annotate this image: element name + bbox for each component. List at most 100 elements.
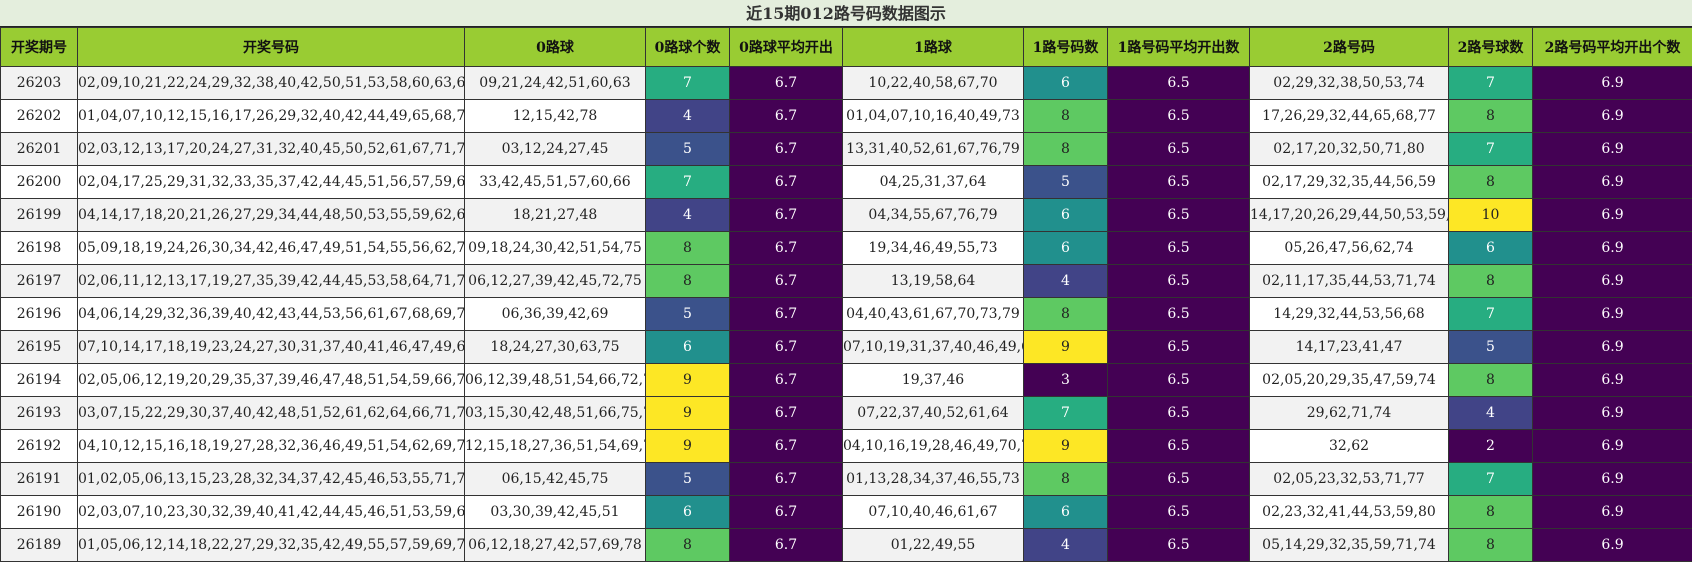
header-route1-avg: 1路号码平均开出数 — [1108, 28, 1250, 67]
cell-route2-balls: 14,17,23,41,47 — [1250, 331, 1449, 364]
cell-route1-balls: 01,13,28,34,37,46,55,73 — [843, 463, 1024, 496]
cell-period: 26197 — [1, 265, 78, 298]
cell-route0-balls: 06,15,42,45,75 — [465, 463, 646, 496]
cell-route0-avg: 6.7 — [730, 397, 843, 430]
cell-route1-count: 8 — [1024, 298, 1108, 331]
cell-route1-avg: 6.5 — [1108, 199, 1250, 232]
cell-route1-balls: 13,31,40,52,61,67,76,79 — [843, 133, 1024, 166]
cell-route1-avg: 6.5 — [1108, 298, 1250, 331]
cell-numbers: 05,09,18,19,24,26,30,34,42,46,47,49,51,5… — [78, 232, 465, 265]
cell-route2-balls: 32,62 — [1250, 430, 1449, 463]
cell-route2-count: 4 — [1449, 397, 1533, 430]
header-period: 开奖期号 — [1, 28, 78, 67]
cell-route2-avg: 6.9 — [1533, 430, 1692, 463]
cell-route0-count: 9 — [646, 430, 730, 463]
cell-route0-avg: 6.7 — [730, 166, 843, 199]
cell-route2-balls: 02,17,20,32,50,71,80 — [1250, 133, 1449, 166]
cell-route2-avg: 6.9 — [1533, 397, 1692, 430]
cell-route1-balls: 04,25,31,37,64 — [843, 166, 1024, 199]
cell-numbers: 04,14,17,18,20,21,26,27,29,34,44,48,50,5… — [78, 199, 465, 232]
cell-route1-balls: 10,22,40,58,67,70 — [843, 67, 1024, 100]
cell-route0-balls: 03,12,24,27,45 — [465, 133, 646, 166]
cell-route0-avg: 6.7 — [730, 430, 843, 463]
cell-route0-balls: 18,24,27,30,63,75 — [465, 331, 646, 364]
cell-route0-balls: 06,12,39,48,51,54,66,72,78 — [465, 364, 646, 397]
cell-route1-balls: 19,34,46,49,55,73 — [843, 232, 1024, 265]
cell-period: 26193 — [1, 397, 78, 430]
cell-route0-avg: 6.7 — [730, 463, 843, 496]
cell-period: 26195 — [1, 331, 78, 364]
cell-route2-balls: 02,11,17,35,44,53,71,74 — [1250, 265, 1449, 298]
cell-route1-avg: 6.5 — [1108, 265, 1250, 298]
cell-route2-balls: 17,26,29,32,44,65,68,77 — [1250, 100, 1449, 133]
cell-route1-count: 7 — [1024, 397, 1108, 430]
cell-numbers: 01,04,07,10,12,15,16,17,26,29,32,40,42,4… — [78, 100, 465, 133]
cell-route2-balls: 02,05,20,29,35,47,59,74 — [1250, 364, 1449, 397]
cell-route1-count: 6 — [1024, 67, 1108, 100]
cell-route1-balls: 04,34,55,67,76,79 — [843, 199, 1024, 232]
cell-route1-avg: 6.5 — [1108, 133, 1250, 166]
cell-route0-balls: 18,21,27,48 — [465, 199, 646, 232]
cell-route2-count: 8 — [1449, 166, 1533, 199]
cell-route2-count: 7 — [1449, 463, 1533, 496]
cell-route1-count: 5 — [1024, 166, 1108, 199]
cell-route2-balls: 05,26,47,56,62,74 — [1250, 232, 1449, 265]
cell-period: 26202 — [1, 100, 78, 133]
cell-route2-balls: 29,62,71,74 — [1250, 397, 1449, 430]
cell-route2-avg: 6.9 — [1533, 166, 1692, 199]
cell-route0-balls: 33,42,45,51,57,60,66 — [465, 166, 646, 199]
cell-route1-balls: 07,10,19,31,37,40,46,49,64 — [843, 331, 1024, 364]
cell-route2-avg: 6.9 — [1533, 67, 1692, 100]
cell-route0-count: 5 — [646, 298, 730, 331]
cell-route1-balls: 13,19,58,64 — [843, 265, 1024, 298]
cell-route1-count: 3 — [1024, 364, 1108, 397]
cell-route1-count: 9 — [1024, 331, 1108, 364]
cell-route1-balls: 04,40,43,61,67,70,73,79 — [843, 298, 1024, 331]
cell-route2-avg: 6.9 — [1533, 529, 1692, 562]
cell-route2-balls: 02,05,23,32,53,71,77 — [1250, 463, 1449, 496]
cell-period: 26191 — [1, 463, 78, 496]
cell-route0-count: 6 — [646, 496, 730, 529]
cell-route0-count: 5 — [646, 133, 730, 166]
cell-period: 26194 — [1, 364, 78, 397]
cell-period: 26192 — [1, 430, 78, 463]
header-route0: 0路球 — [465, 28, 646, 67]
cell-route1-avg: 6.5 — [1108, 529, 1250, 562]
cell-route2-count: 8 — [1449, 100, 1533, 133]
cell-route0-avg: 6.7 — [730, 232, 843, 265]
cell-route0-balls: 06,12,18,27,42,57,69,78 — [465, 529, 646, 562]
cell-numbers: 01,05,06,12,14,18,22,27,29,32,35,42,49,5… — [78, 529, 465, 562]
cell-route1-count: 6 — [1024, 232, 1108, 265]
cell-route1-count: 8 — [1024, 463, 1108, 496]
cell-route1-avg: 6.5 — [1108, 166, 1250, 199]
cell-route0-count: 8 — [646, 232, 730, 265]
cell-route1-avg: 6.5 — [1108, 100, 1250, 133]
cell-route1-avg: 6.5 — [1108, 430, 1250, 463]
cell-route0-avg: 6.7 — [730, 529, 843, 562]
cell-route0-avg: 6.7 — [730, 265, 843, 298]
cell-period: 26196 — [1, 298, 78, 331]
cell-route2-count: 5 — [1449, 331, 1533, 364]
cell-route1-avg: 6.5 — [1108, 331, 1250, 364]
cell-route1-count: 6 — [1024, 496, 1108, 529]
cell-route1-balls: 07,10,40,46,61,67 — [843, 496, 1024, 529]
cell-route1-avg: 6.5 — [1108, 463, 1250, 496]
cell-period: 26190 — [1, 496, 78, 529]
cell-route0-balls: 12,15,18,27,36,51,54,69,75 — [465, 430, 646, 463]
cell-route1-balls: 04,10,16,19,28,46,49,70,73 — [843, 430, 1024, 463]
cell-period: 26189 — [1, 529, 78, 562]
cell-route2-avg: 6.9 — [1533, 331, 1692, 364]
cell-route2-avg: 6.9 — [1533, 199, 1692, 232]
cell-period: 26203 — [1, 67, 78, 100]
header-route1-count: 1路号码数 — [1024, 28, 1108, 67]
